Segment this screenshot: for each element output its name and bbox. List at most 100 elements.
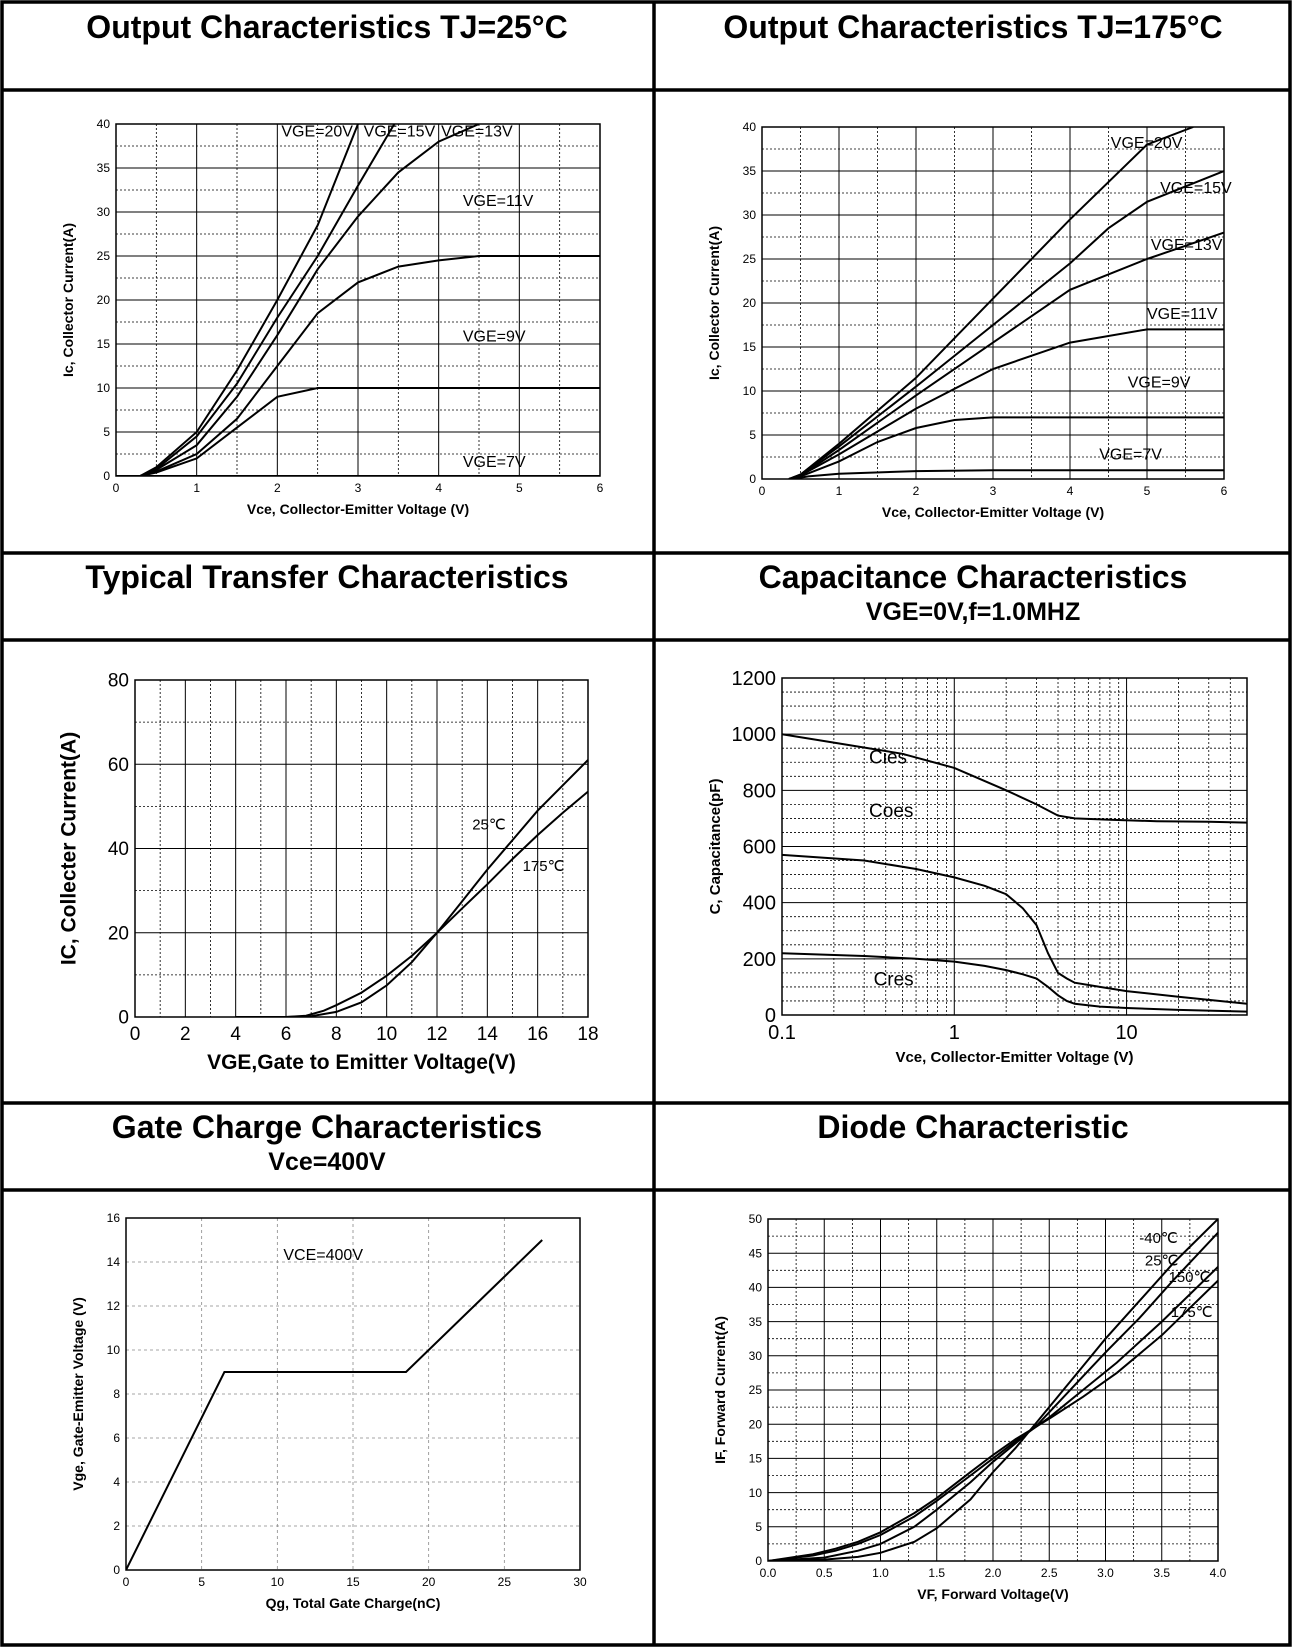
y-tick-label: 60 — [108, 755, 129, 776]
x-tick-label: 6 — [1221, 484, 1228, 498]
data-label: VGE=7V — [1099, 447, 1162, 464]
major-grid — [134, 679, 589, 1018]
series-line-0 — [782, 733, 1247, 824]
y-tick-label: 4 — [113, 1475, 120, 1489]
chart-transfer: 0 2 4 6 8 10 12 14 16 18 0 20 40 60 80 VGE,Gate to Emit… — [57, 671, 598, 1074]
x-tick-label: 25 — [498, 1575, 512, 1589]
x-axis-label: Vce, Collector-Emitter Voltage (V) — [895, 1049, 1133, 1066]
x-tick-label: 0 — [130, 1024, 141, 1045]
y-tick-label: 15 — [749, 1452, 763, 1466]
data-label: VGE=9V — [463, 328, 526, 345]
title-cell-gatecharge: Gate Charge Characteristics Vce=400V — [0, 1108, 654, 1178]
y-tick-label: 800 — [743, 780, 776, 802]
chart-title: Output Characteristics TJ=175°C — [723, 9, 1223, 45]
x-tick-label: 10 — [376, 1024, 397, 1045]
x-tick-label: 6 — [597, 481, 604, 495]
x-tick-label: 5 — [198, 1575, 205, 1589]
series-group — [782, 733, 1247, 1013]
plot-area: 0 1 2 3 4 5 6 0 5 10 15 20 25 30 35 40 Vce, Collector-Em… — [706, 120, 1232, 520]
x-axis-label: VGE,Gate to Emitter Voltage(V) — [207, 1051, 516, 1074]
x-tick-label: 0 — [123, 1575, 130, 1589]
series-line-0 — [126, 1239, 543, 1570]
data-label: 150℃ — [1169, 1269, 1211, 1286]
x-tick-label: 2.5 — [1041, 1566, 1058, 1580]
y-tick-label: 40 — [97, 117, 111, 131]
data-label: 25℃ — [472, 817, 506, 834]
x-tick-label: 3.0 — [1097, 1566, 1114, 1580]
chart-diode: 0.0 0.5 1.0 1.5 2.0 2.5 3.0 3.5 4.0 0 5 10 15 20 25 30 3… — [712, 1212, 1227, 1602]
series-group — [788, 127, 1224, 479]
plot-frame — [125, 1217, 581, 1571]
y-tick-label: 2 — [113, 1519, 120, 1533]
plot-frame — [134, 679, 589, 1018]
data-label: VGE=20V — [1111, 135, 1183, 152]
major-grid — [761, 126, 1225, 480]
title-cell-capacitance: Capacitance Characteristics VGE=0V,f=1.0… — [654, 558, 1292, 628]
x-tick-label: 5 — [516, 481, 523, 495]
plot-frame — [781, 677, 1248, 1016]
x-tick-label: 4 — [230, 1024, 241, 1045]
x-tick-label: 4 — [1067, 484, 1074, 498]
y-tick-label: 25 — [97, 249, 111, 263]
plot-frame — [767, 1218, 1219, 1562]
y-tick-label: 30 — [749, 1349, 763, 1363]
plot-area: 0.1 1 10 0 200 400 600 800 1000 1200 Vce, Collecto… — [707, 668, 1248, 1066]
y-axis-label: C, Capacitance(pF) — [707, 779, 724, 915]
x-tick-label: 2 — [180, 1024, 191, 1045]
chart-gate-charge: 0 5 10 15 20 25 30 0 2 4 6 8 10 12 14 16 Qg, Total Gate … — [70, 1211, 587, 1611]
data-label: -40℃ — [1139, 1230, 1178, 1247]
x-tick-label: 14 — [477, 1024, 499, 1045]
chart-title: Gate Charge Characteristics — [111, 1109, 543, 1145]
series-group — [126, 1239, 543, 1570]
x-tick-label: 2.0 — [985, 1566, 1002, 1580]
x-axis-label: Vce, Collector-Emitter Voltage (V) — [882, 504, 1104, 520]
y-tick-label: 0 — [749, 472, 756, 486]
y-tick-label: 600 — [743, 837, 776, 859]
y-tick-label: 200 — [743, 949, 776, 971]
data-label: VGE=11V — [463, 193, 534, 210]
x-tick-label: 2 — [274, 481, 281, 495]
x-tick-label: 4.0 — [1210, 1566, 1227, 1580]
series-line-3 — [788, 328, 1224, 479]
y-tick-label: 15 — [97, 337, 111, 351]
series-line-4 — [139, 387, 600, 476]
data-label: VGE=13V — [1151, 237, 1223, 254]
data-label: 175℃ — [523, 858, 565, 875]
y-tick-label: 0 — [103, 469, 110, 483]
y-tick-label: 400 — [743, 893, 776, 915]
y-tick-label: 20 — [743, 296, 757, 310]
title-cell-transfer: Typical Transfer Characteristics — [0, 558, 654, 596]
x-tick-label: 8 — [331, 1024, 342, 1045]
y-tick-label: 5 — [103, 425, 110, 439]
y-tick-label: 35 — [743, 164, 757, 178]
x-tick-label: 10 — [271, 1575, 285, 1589]
data-label: Cies — [869, 748, 907, 769]
data-label: Cres — [874, 970, 914, 991]
y-tick-label: 80 — [108, 671, 129, 692]
y-tick-label: 20 — [108, 923, 129, 944]
series-line-2 — [768, 1266, 1218, 1561]
y-tick-label: 10 — [749, 1486, 763, 1500]
y-tick-label: 30 — [97, 205, 111, 219]
series-line-1 — [782, 853, 1247, 1005]
y-tick-label: 0 — [765, 1005, 776, 1027]
y-tick-label: 12 — [107, 1299, 121, 1313]
y-tick-label: 1000 — [732, 724, 777, 746]
y-tick-label: 45 — [749, 1246, 763, 1260]
y-tick-label: 5 — [749, 428, 756, 442]
y-axis-label: Ic, Collector Current(A) — [60, 223, 76, 377]
x-tick-label: 4 — [435, 481, 442, 495]
y-tick-label: 40 — [749, 1281, 763, 1295]
x-tick-label: 10 — [1115, 1022, 1137, 1044]
series-group — [768, 1219, 1218, 1561]
x-tick-label: 0 — [113, 481, 120, 495]
x-tick-label: 1.0 — [872, 1566, 889, 1580]
y-tick-label: 0 — [113, 1563, 120, 1577]
series-line-3 — [768, 1279, 1218, 1561]
y-tick-label: 16 — [107, 1211, 121, 1225]
y-tick-label: 10 — [107, 1343, 121, 1357]
x-tick-label: 18 — [577, 1024, 598, 1045]
data-label: VCE=400V — [283, 1247, 363, 1264]
